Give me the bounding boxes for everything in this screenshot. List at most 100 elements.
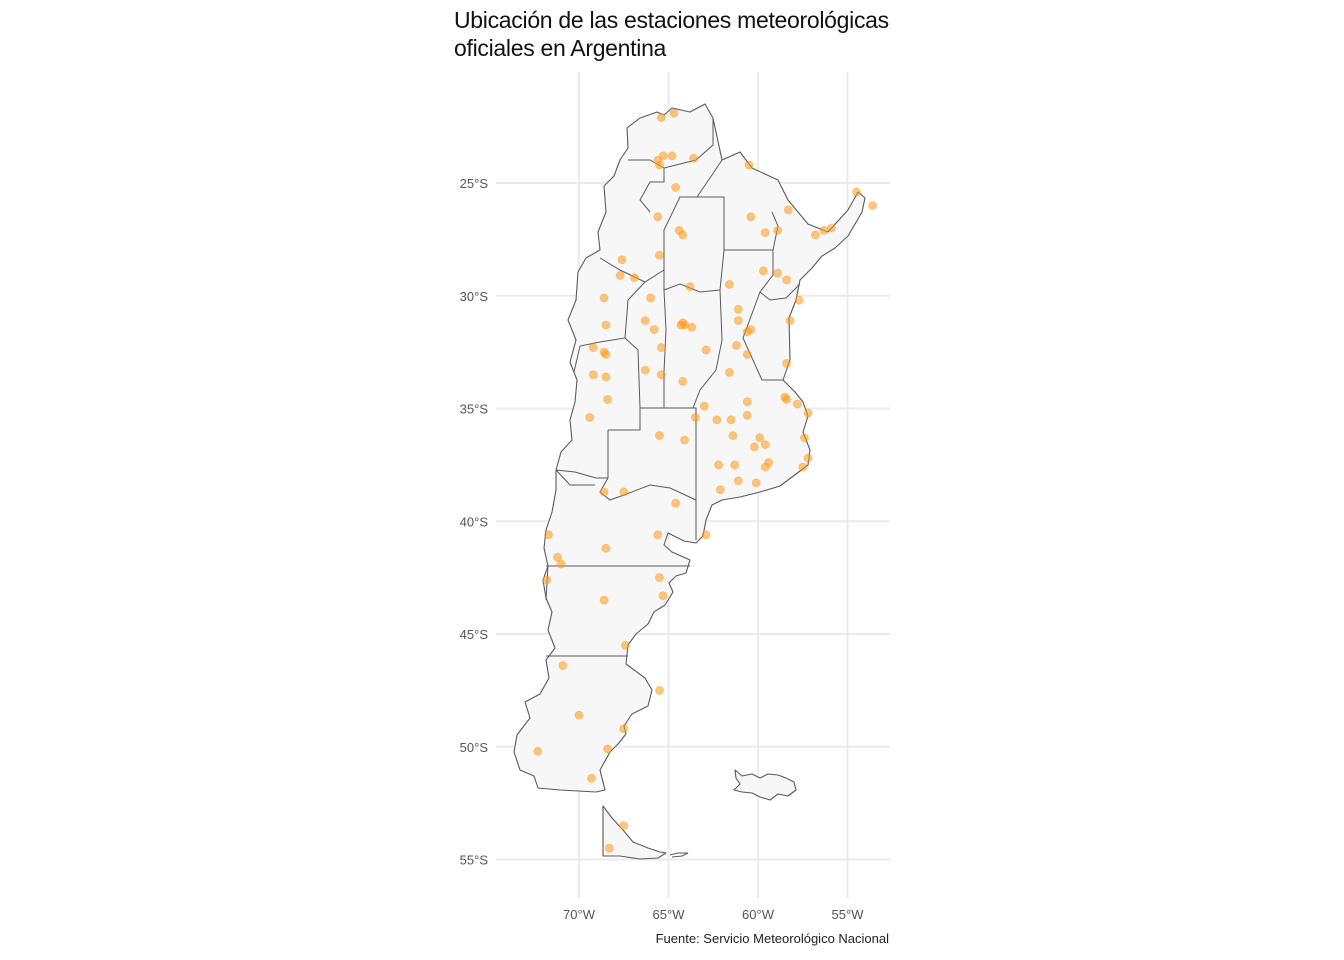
station-point bbox=[826, 223, 836, 233]
lat-tick-label: 35°S bbox=[460, 402, 489, 417]
station-point bbox=[685, 282, 695, 292]
station-point bbox=[655, 431, 664, 441]
station-point bbox=[798, 462, 808, 472]
station-point bbox=[782, 358, 792, 368]
station-point bbox=[542, 575, 552, 585]
station-point bbox=[800, 433, 809, 443]
station-point bbox=[742, 349, 752, 359]
station-point bbox=[599, 293, 609, 303]
lon-tick-label: 55°W bbox=[832, 907, 865, 922]
station-point bbox=[656, 343, 666, 353]
station-point bbox=[728, 431, 738, 441]
station-point bbox=[658, 151, 668, 161]
station-point bbox=[724, 280, 734, 289]
station-point bbox=[701, 530, 711, 540]
station-point bbox=[533, 746, 543, 756]
station-point bbox=[714, 460, 724, 470]
station-point bbox=[574, 710, 584, 720]
station-point bbox=[782, 275, 792, 285]
station-point bbox=[785, 316, 795, 326]
station-point bbox=[678, 230, 688, 240]
station-point bbox=[615, 271, 625, 280]
lat-tick-label: 50°S bbox=[460, 740, 489, 755]
station-point bbox=[724, 367, 734, 377]
station-point bbox=[676, 320, 686, 330]
station-point bbox=[732, 340, 741, 350]
station-point bbox=[746, 325, 756, 335]
station-point bbox=[794, 295, 804, 305]
stations-layer bbox=[533, 108, 878, 853]
station-point bbox=[792, 399, 802, 409]
station-point bbox=[617, 255, 627, 265]
station-point bbox=[712, 415, 722, 425]
longitude-axis: 70°W 65°W 60°W 55°W bbox=[563, 907, 864, 922]
station-point bbox=[803, 453, 813, 463]
station-point bbox=[640, 316, 650, 326]
station-point bbox=[751, 478, 761, 488]
station-point bbox=[655, 160, 664, 170]
station-point bbox=[749, 442, 759, 452]
lat-tick-label: 55°S bbox=[460, 853, 489, 868]
station-point bbox=[619, 724, 629, 734]
station-point bbox=[655, 573, 664, 583]
station-point bbox=[630, 273, 639, 283]
station-point bbox=[868, 201, 878, 211]
station-point bbox=[803, 408, 813, 418]
station-point bbox=[599, 487, 609, 497]
map-title-line-2: oficiales en Argentina bbox=[454, 35, 667, 61]
station-point bbox=[671, 183, 681, 192]
station-point bbox=[852, 187, 861, 197]
station-point bbox=[690, 413, 700, 422]
lat-tick-label: 45°S bbox=[460, 627, 489, 642]
station-point bbox=[601, 372, 611, 382]
station-point bbox=[588, 343, 598, 353]
station-point bbox=[733, 476, 743, 486]
station-point bbox=[746, 212, 756, 222]
station-point bbox=[553, 552, 562, 562]
station-point bbox=[619, 487, 629, 497]
map-title: Ubicación de las estaciones meteorológic… bbox=[454, 6, 914, 62]
lon-tick-label: 65°W bbox=[653, 907, 686, 922]
islas-malvinas bbox=[733, 769, 797, 801]
station-point bbox=[678, 376, 688, 386]
station-point bbox=[655, 685, 664, 695]
station-point bbox=[810, 230, 820, 240]
station-point bbox=[742, 410, 752, 420]
station-point bbox=[621, 640, 630, 650]
station-point bbox=[658, 591, 668, 601]
station-point bbox=[656, 113, 666, 123]
station-point bbox=[783, 205, 793, 215]
latitude-axis: 25°S 30°S 35°S 40°S 45°S 50°S 55°S bbox=[460, 176, 489, 868]
station-point bbox=[653, 212, 663, 222]
station-point bbox=[558, 661, 568, 671]
source-caption: Fuente: Servicio Meteorológico Nacional bbox=[655, 931, 889, 946]
station-point bbox=[669, 108, 679, 118]
station-point bbox=[726, 415, 736, 425]
station-point bbox=[701, 345, 711, 355]
station-point bbox=[755, 433, 765, 443]
station-point bbox=[585, 413, 595, 422]
station-point bbox=[730, 460, 740, 470]
station-point bbox=[544, 530, 554, 540]
station-point bbox=[604, 843, 614, 853]
station-point bbox=[556, 559, 566, 569]
station-point bbox=[601, 320, 611, 330]
station-point bbox=[649, 325, 659, 335]
station-point bbox=[742, 397, 752, 407]
map-title-line-1: Ubicación de las estaciones meteorológic… bbox=[454, 7, 889, 33]
station-point bbox=[733, 304, 743, 314]
mainland-argentina bbox=[513, 103, 866, 793]
lat-tick-label: 40°S bbox=[460, 514, 489, 529]
station-point bbox=[733, 316, 743, 326]
station-point bbox=[667, 151, 677, 161]
station-point bbox=[671, 498, 681, 508]
station-point bbox=[656, 370, 666, 380]
station-point bbox=[587, 773, 596, 783]
station-point bbox=[760, 462, 770, 472]
station-point bbox=[773, 268, 783, 278]
station-point bbox=[687, 322, 697, 332]
station-point bbox=[758, 266, 768, 276]
station-point bbox=[588, 370, 598, 380]
station-point bbox=[760, 228, 770, 238]
